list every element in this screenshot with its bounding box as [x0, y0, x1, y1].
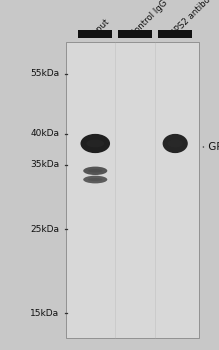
- Ellipse shape: [168, 140, 183, 147]
- Ellipse shape: [81, 134, 110, 153]
- Bar: [66, 42, 199, 338]
- Bar: [78, 30, 112, 38]
- Ellipse shape: [162, 134, 188, 153]
- Text: GPS2 antibody: GPS2 antibody: [169, 0, 219, 39]
- Bar: [158, 30, 192, 38]
- Ellipse shape: [83, 176, 107, 183]
- Text: 35kDa: 35kDa: [30, 160, 59, 169]
- Ellipse shape: [86, 140, 104, 147]
- Text: Control IgG: Control IgG: [128, 0, 169, 39]
- Text: GPS2: GPS2: [205, 142, 219, 152]
- Text: 15kDa: 15kDa: [30, 309, 59, 318]
- Text: 25kDa: 25kDa: [30, 225, 59, 234]
- Ellipse shape: [88, 178, 102, 181]
- Bar: [118, 30, 152, 38]
- Text: Input: Input: [89, 17, 111, 39]
- Ellipse shape: [88, 169, 102, 173]
- Ellipse shape: [83, 167, 107, 175]
- Text: 55kDa: 55kDa: [30, 69, 59, 78]
- Text: 40kDa: 40kDa: [30, 129, 59, 138]
